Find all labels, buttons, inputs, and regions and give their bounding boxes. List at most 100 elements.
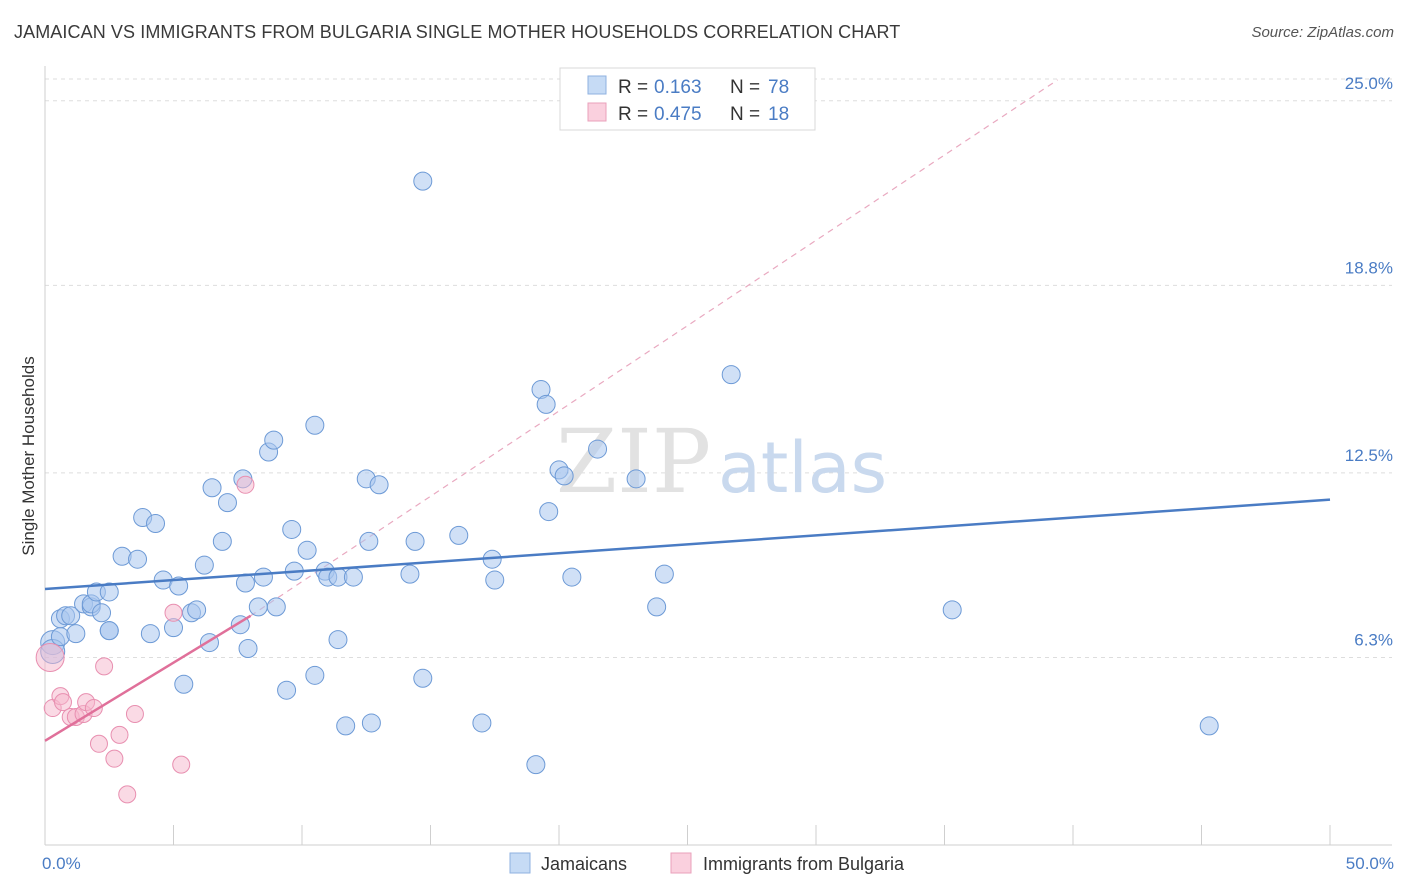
bulgaria-point-10 (95, 657, 114, 676)
jamaicans-point-76 (1199, 716, 1219, 736)
y-tick-label-2: 18.8% (1345, 258, 1393, 277)
legend-jamaicans-label: Jamaicans (541, 854, 627, 874)
legend-bulgaria-swatch (670, 852, 692, 874)
jamaicans-point-74 (721, 365, 741, 385)
jamaicans-point-6 (66, 624, 86, 644)
jamaicans-point-48 (328, 630, 348, 650)
chart-title: JAMAICAN VS IMMIGRANTS FROM BULGARIA SIN… (14, 22, 901, 42)
bulgaria-point-16 (172, 755, 191, 774)
jamaicans-point-72 (647, 597, 667, 617)
jamaicans-point-69 (562, 567, 582, 587)
y-tick-label-3: 25.0% (1345, 74, 1393, 93)
jamaicans-point-62 (485, 570, 505, 590)
legend-blue-r-label: R = (618, 77, 648, 98)
grid-lines (45, 78, 1392, 658)
y-tick-label-0: 6.3% (1354, 630, 1393, 649)
legend-jamaicans-swatch (509, 852, 531, 874)
axes (44, 66, 1392, 846)
jamaicans-point-40 (282, 519, 302, 539)
bulgaria-trend-line (44, 614, 252, 742)
jamaicans-point-15 (128, 549, 148, 569)
jamaicans-point-38 (266, 597, 286, 617)
x-tick-label-0: 0.0% (42, 854, 81, 873)
jamaicans-point-68 (554, 466, 574, 486)
jamaicans-point-34 (248, 597, 268, 617)
jamaicans-point-60 (472, 713, 492, 733)
bulgaria-point-14 (125, 705, 144, 724)
jamaicans-point-58 (413, 668, 433, 688)
jamaicans-point-49 (336, 716, 356, 736)
jamaicans-point-70 (588, 439, 608, 459)
jamaicans-point-14 (112, 546, 132, 566)
jamaicans-point-37 (264, 430, 284, 450)
jamaicans-point-75 (942, 600, 962, 620)
jamaicans-point-21 (169, 576, 189, 596)
series-jamaicans-points (40, 171, 1219, 775)
legend-pink-swatch (587, 102, 607, 122)
jamaicans-point-35 (253, 567, 273, 587)
jamaicans-point-11 (92, 603, 112, 623)
jamaicans-point-29 (217, 493, 237, 513)
y-axis-label: Single Mother Households (19, 356, 38, 555)
legend-blue-r-value: 0.163 (654, 77, 702, 98)
jamaicans-point-73 (654, 564, 674, 584)
bulgaria-point-15 (164, 603, 183, 622)
jamaicans-point-5 (61, 606, 81, 626)
jamaicans-point-24 (187, 600, 207, 620)
jamaicans-point-17 (140, 624, 160, 644)
bulgaria-point-13 (118, 785, 137, 804)
bulgaria-point-3 (53, 693, 72, 712)
jamaicans-point-59 (449, 525, 469, 545)
jamaicans-point-27 (202, 478, 222, 498)
legend-blue-swatch (587, 75, 607, 95)
jamaicans-point-33 (238, 639, 258, 659)
jamaicans-trend-line (44, 498, 1331, 591)
legend-blue-n-label: N = (730, 77, 760, 98)
jamaicans-point-22 (174, 674, 194, 694)
trend-lines (44, 498, 1331, 742)
jamaicans-point-50 (343, 567, 363, 587)
legend-pink-n-label: N = (730, 104, 760, 125)
bulgaria-point-17 (236, 475, 255, 494)
trend-extension (250, 79, 1058, 617)
jamaicans-point-54 (369, 475, 389, 495)
legend-top: R = 0.163 N = 78 R = 0.475 N = 18 (559, 67, 816, 131)
jamaicans-point-25 (194, 555, 214, 575)
jamaicans-point-28 (212, 531, 232, 551)
jamaicans-point-52 (359, 531, 379, 551)
jamaicans-point-77 (99, 621, 119, 641)
tick-labels: 6.3% 12.5% 18.8% 25.0% 0.0% 50.0% (42, 74, 1394, 873)
jamaicans-point-71 (626, 469, 646, 489)
bulgaria-point-12 (110, 725, 129, 744)
legend-bulgaria-label: Immigrants from Bulgaria (703, 854, 905, 874)
legend-bottom: Jamaicans Immigrants from Bulgaria (509, 852, 905, 874)
watermark-zip: ZIP (556, 410, 711, 513)
watermark: ZIP atlas (556, 410, 887, 513)
legend-pink-r-value: 0.475 (654, 104, 702, 125)
watermark-atlas: atlas (718, 427, 887, 509)
legend-blue-n-value: 78 (768, 77, 789, 98)
jamaicans-point-65 (536, 394, 556, 414)
jamaicans-point-53 (361, 713, 381, 733)
bulgaria-point-11 (105, 749, 124, 768)
series-bulgaria-points (35, 475, 255, 804)
jamaicans-point-43 (305, 665, 325, 685)
jamaicans-point-18 (146, 513, 166, 533)
jamaicans-point-56 (405, 531, 425, 551)
jamaicans-point-39 (277, 680, 297, 700)
jamaicans-point-2 (50, 627, 70, 647)
jamaicans-point-57 (413, 171, 433, 191)
source-label: Source: ZipAtlas.com (1251, 24, 1394, 41)
bulgaria-point-0 (35, 642, 65, 672)
jamaicans-point-63 (526, 755, 546, 775)
bulgaria-trend-extension (250, 79, 1058, 617)
legend-pink-r-label: R = (618, 104, 648, 125)
y-tick-label-1: 12.5% (1345, 446, 1393, 465)
jamaicans-point-55 (400, 564, 420, 584)
x-tick-label-1: 50.0% (1346, 854, 1394, 873)
jamaicans-point-42 (297, 540, 317, 560)
jamaicans-point-44 (305, 415, 325, 435)
bulgaria-point-9 (89, 734, 108, 753)
legend-pink-n-value: 18 (768, 104, 789, 125)
